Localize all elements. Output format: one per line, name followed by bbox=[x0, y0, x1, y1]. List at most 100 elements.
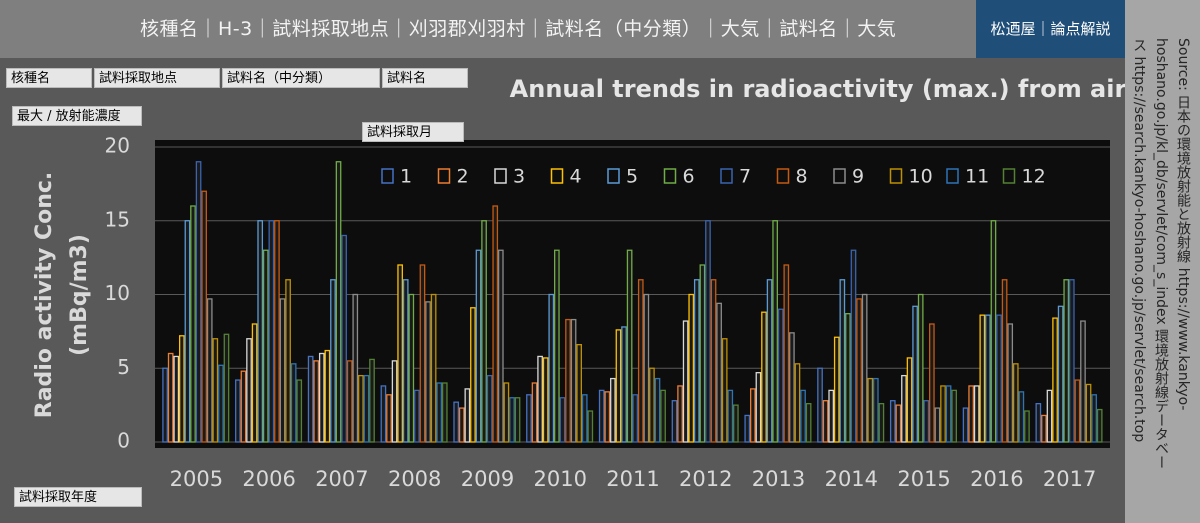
bar bbox=[895, 404, 902, 443]
bar bbox=[212, 338, 219, 443]
bar bbox=[968, 385, 974, 443]
bar bbox=[917, 293, 924, 443]
bar bbox=[173, 355, 180, 443]
bar bbox=[1096, 408, 1103, 443]
bar bbox=[699, 264, 706, 443]
bar bbox=[425, 301, 431, 443]
bar bbox=[1035, 402, 1042, 443]
bar bbox=[654, 377, 661, 443]
legend-swatch bbox=[494, 168, 507, 184]
legend-swatch bbox=[381, 168, 394, 184]
bar bbox=[1001, 279, 1008, 443]
bar bbox=[817, 367, 823, 443]
bar bbox=[576, 343, 582, 443]
bar bbox=[458, 407, 465, 443]
x-tick-label: 2009 bbox=[461, 467, 514, 491]
bar bbox=[604, 391, 611, 443]
bar bbox=[749, 388, 756, 443]
bar bbox=[470, 307, 476, 443]
bar bbox=[615, 329, 622, 443]
bar bbox=[833, 336, 840, 443]
bar bbox=[867, 377, 874, 443]
bar bbox=[1024, 410, 1030, 443]
bar bbox=[335, 161, 342, 443]
bar bbox=[1018, 391, 1025, 443]
x-tick-label: 2010 bbox=[534, 467, 587, 491]
bar bbox=[1080, 320, 1086, 443]
bar bbox=[945, 385, 952, 443]
bar bbox=[369, 358, 375, 443]
filter-button[interactable]: 試料採取年度 bbox=[14, 487, 142, 507]
bar bbox=[235, 379, 241, 443]
bar bbox=[839, 279, 846, 443]
bar bbox=[766, 279, 773, 443]
chart: Annual trends in radioactivity (max.) fr… bbox=[32, 75, 1125, 491]
bar bbox=[682, 320, 689, 443]
bar bbox=[497, 249, 504, 443]
bar bbox=[514, 397, 521, 443]
bar bbox=[733, 404, 739, 443]
filter-button[interactable]: 核種名 bbox=[6, 68, 92, 88]
bar bbox=[587, 410, 594, 443]
bar bbox=[223, 333, 230, 443]
x-tick-label: 2017 bbox=[1043, 467, 1096, 491]
bar bbox=[637, 279, 644, 443]
bar bbox=[996, 314, 1002, 443]
bar bbox=[643, 293, 650, 443]
x-tick-label: 2008 bbox=[388, 467, 441, 491]
bar bbox=[598, 389, 605, 443]
brand[interactable]: 松迺屋｜論点解説 bbox=[976, 0, 1125, 58]
bar bbox=[441, 382, 448, 443]
bar bbox=[380, 385, 387, 443]
bar bbox=[1007, 323, 1014, 443]
bar bbox=[856, 298, 862, 443]
bar bbox=[402, 279, 409, 443]
legend-swatch bbox=[776, 168, 790, 184]
bar bbox=[677, 385, 683, 443]
bar bbox=[744, 414, 751, 443]
filter-button[interactable]: 試料名（中分類） bbox=[222, 68, 380, 88]
bar bbox=[481, 220, 487, 443]
legend-swatch bbox=[550, 168, 564, 184]
filter-button[interactable]: 試料採取月 bbox=[362, 122, 464, 142]
legend-label: 7 bbox=[739, 166, 751, 188]
bar bbox=[626, 249, 633, 443]
bar bbox=[330, 279, 336, 443]
bar bbox=[1074, 379, 1081, 443]
x-tick-label: 2016 bbox=[970, 467, 1023, 491]
bar bbox=[464, 388, 471, 443]
source-note: Source: 日本の環境放射能と放射線 https://www.kankyo-… bbox=[1125, 0, 1200, 523]
legend-swatch bbox=[1002, 168, 1016, 184]
bar bbox=[313, 360, 320, 443]
bar bbox=[800, 389, 806, 443]
bar bbox=[934, 407, 941, 443]
legend-swatch bbox=[946, 168, 959, 184]
filter-summary: 核種名｜H-3｜試料採取地点｜刈羽郡刈羽村｜試料名（中分類）｜大気｜試料名｜大気 bbox=[140, 18, 897, 40]
bar bbox=[1085, 383, 1092, 443]
bar bbox=[358, 374, 364, 443]
bar bbox=[610, 377, 616, 443]
bar bbox=[296, 379, 303, 443]
bar bbox=[559, 397, 566, 443]
bar bbox=[1068, 279, 1075, 443]
filter-banner: 核種名｜H-3｜試料採取地点｜刈羽郡刈羽村｜試料名（中分類）｜大気｜試料名｜大気 bbox=[0, 0, 1125, 58]
bar bbox=[537, 355, 543, 443]
bar bbox=[789, 332, 795, 443]
bar bbox=[929, 323, 935, 443]
bar bbox=[570, 318, 577, 443]
bar bbox=[318, 352, 325, 443]
bar bbox=[912, 305, 918, 443]
bar bbox=[246, 338, 252, 443]
legend-swatch bbox=[833, 168, 846, 184]
bar bbox=[721, 338, 728, 443]
filter-button[interactable]: 試料名 bbox=[382, 68, 468, 88]
y-tick-label: 5 bbox=[117, 355, 130, 379]
bar bbox=[990, 220, 997, 443]
bar bbox=[671, 400, 678, 443]
bar bbox=[777, 308, 784, 443]
bar bbox=[985, 314, 991, 443]
measure-button[interactable]: 最大 / 放射能濃度 bbox=[12, 106, 142, 126]
y-tick-label: 20 bbox=[105, 134, 130, 158]
bar bbox=[565, 318, 571, 443]
filter-button[interactable]: 試料採取地点 bbox=[94, 68, 220, 88]
